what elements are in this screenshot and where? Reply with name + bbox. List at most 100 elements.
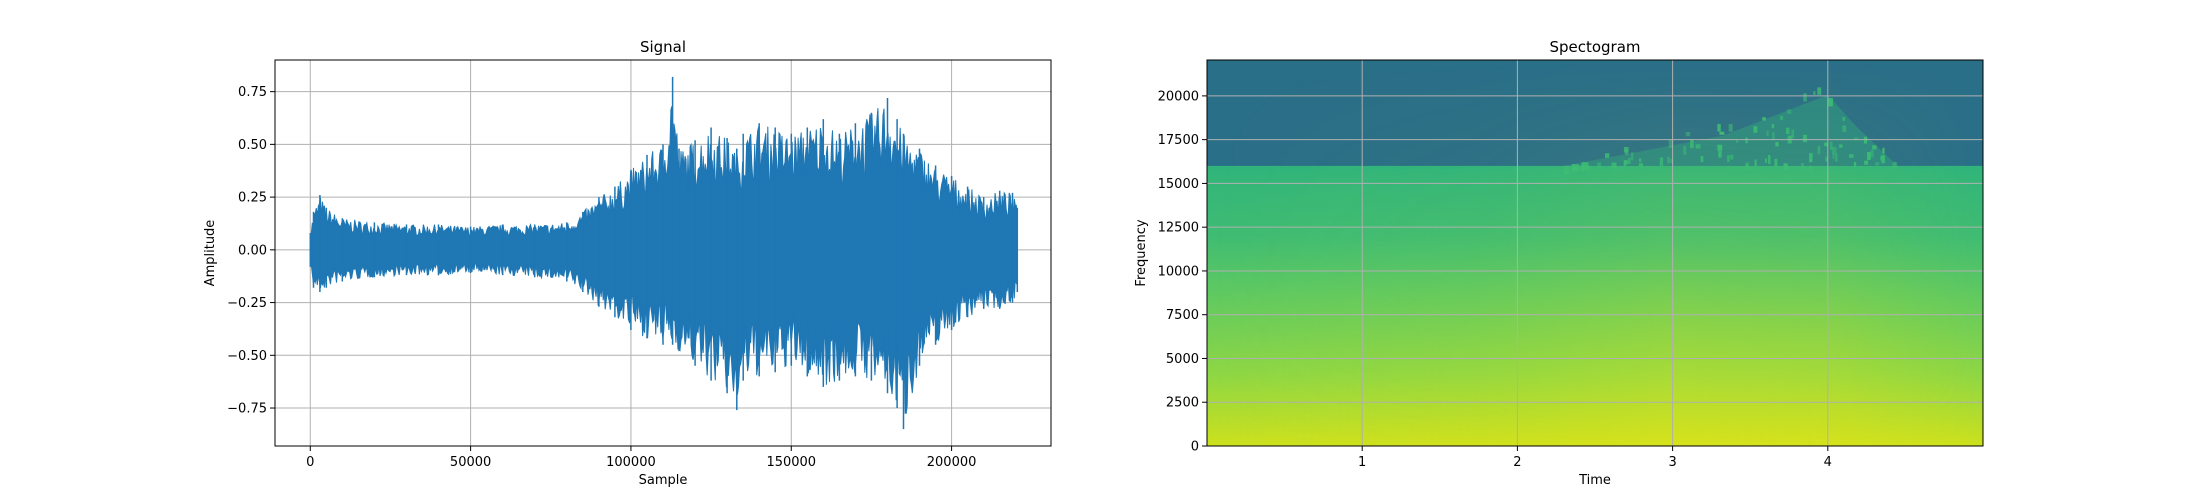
spectogram-burst-cell xyxy=(1753,126,1758,133)
spectogram-burst-cell xyxy=(1571,164,1575,172)
y-tick-label: −0.50 xyxy=(227,349,267,364)
spectogram-burst-cell xyxy=(1659,157,1664,167)
y-tick-label: −0.25 xyxy=(227,296,267,311)
spectogram-burst-cell xyxy=(1787,109,1792,114)
spectogram-burst-cell xyxy=(1754,159,1757,167)
spectogram-grid xyxy=(1207,60,1983,447)
spectogram-burst-cell xyxy=(1624,160,1628,165)
y-tick-label: 0.50 xyxy=(238,138,267,153)
spectogram-burst-cell xyxy=(1575,165,1580,169)
spectogram-burst-cell xyxy=(1638,163,1643,168)
spectogram-burst-cell xyxy=(1611,162,1617,169)
x-tick-label: 3 xyxy=(1668,455,1676,470)
signal-axes-frame xyxy=(274,59,1052,447)
x-tick-label: 4 xyxy=(1824,455,1832,470)
spectogram-burst-cell xyxy=(1669,158,1674,163)
spectogram-burst-cell xyxy=(1872,145,1877,150)
signal-title: Signal xyxy=(640,38,686,56)
spectogram-xlabel: Time xyxy=(1578,473,1611,488)
spectogram-burst-cell xyxy=(1849,154,1854,158)
y-tick-label: 5000 xyxy=(1166,352,1199,367)
spectogram-burst-cell xyxy=(1639,158,1642,162)
spectogram-burst-cell xyxy=(1831,146,1837,155)
spectogram-burst-cell xyxy=(1882,147,1885,154)
spectogram-burst-cell xyxy=(1829,141,1833,150)
spectogram-burst-cell xyxy=(1597,162,1602,169)
spectogram-burst-cell xyxy=(1586,165,1591,171)
signal-x-ticks: 0 50000 100000 150000 200000 xyxy=(306,446,976,470)
spectogram-burst-cell xyxy=(1828,98,1833,107)
spectogram-burst-cell xyxy=(1791,129,1795,139)
spectogram-burst-cell xyxy=(1668,139,1674,148)
spectogram-burst-cell xyxy=(1564,165,1568,172)
x-tick-label: 150000 xyxy=(766,455,816,470)
spectogram-burst-cell xyxy=(1581,164,1584,172)
spectogram-burst-cell xyxy=(1775,142,1779,147)
spectogram-burst-cell xyxy=(1832,153,1835,160)
spectogram-burst-cell xyxy=(1803,93,1807,102)
spectogram-burst-cell xyxy=(1881,154,1885,164)
spectogram-x-ticks: 1 2 3 4 xyxy=(1358,446,1832,470)
y-tick-label: 0 xyxy=(1191,440,1199,455)
spectogram-burst-cell xyxy=(1771,123,1775,129)
x-tick-label: 2 xyxy=(1513,455,1521,470)
spectogram-burst-cell xyxy=(1892,162,1898,170)
spectogram-burst-cell xyxy=(1764,158,1767,163)
spectogram-burst-cell xyxy=(1605,153,1610,158)
spectogram-burst-cell xyxy=(1623,147,1629,153)
spectogram-burst-cell xyxy=(1825,156,1829,162)
spectogram-panel: 1 2 3 4 0 2500 5000 7500 10000 12500 15000 17500 20… xyxy=(1134,38,1984,488)
spectogram-burst-cell xyxy=(1779,115,1784,120)
signal-waveform xyxy=(309,106,1018,414)
spectogram-burst-cell xyxy=(1786,127,1790,135)
spectogram-burst-cell xyxy=(1809,153,1813,163)
spectogram-burst-cell xyxy=(1766,130,1769,136)
signal-panel: 0 50000 100000 150000 200000 −0.75 −0.50 −0.25… xyxy=(203,38,1052,488)
spectogram-burst-cell xyxy=(1813,91,1816,95)
y-tick-label: −0.75 xyxy=(227,402,267,417)
spectogram-burst-cell xyxy=(1735,139,1739,143)
spectogram-burst-cell xyxy=(1728,124,1733,132)
spectogram-burst xyxy=(1563,87,1898,175)
y-tick-label: 7500 xyxy=(1166,308,1199,323)
x-tick-label: 1 xyxy=(1358,455,1366,470)
spectogram-burst-cell xyxy=(1864,160,1869,165)
spectogram-burst-cell xyxy=(1772,132,1775,141)
y-tick-label: 2500 xyxy=(1166,396,1199,411)
spectogram-burst-cell xyxy=(1729,154,1734,160)
y-tick-label: 0.25 xyxy=(238,191,267,206)
spectogram-burst-cell xyxy=(1817,87,1822,95)
y-tick-label: 17500 xyxy=(1158,133,1199,148)
spectogram-burst-cell xyxy=(1631,152,1634,161)
spectogram-ylabel: Frequency xyxy=(1134,219,1149,286)
spectogram-burst-cell xyxy=(1768,155,1771,164)
spectogram-burst-cell xyxy=(1717,144,1723,151)
spectogram-burst-cell xyxy=(1745,162,1749,171)
spectogram-burst-cell xyxy=(1842,125,1847,132)
spectogram-title: Spectogram xyxy=(1549,38,1640,56)
x-tick-label: 50000 xyxy=(450,455,491,470)
spectogram-burst-cell xyxy=(1808,165,1813,172)
signal-waveform-lines xyxy=(309,76,1019,430)
spectogram-energy-highlight xyxy=(1207,60,1983,446)
spectogram-burst-cell xyxy=(1584,162,1589,169)
x-tick-label: 200000 xyxy=(927,455,977,470)
spectogram-burst-cell xyxy=(1718,151,1722,158)
spectogram-burst-cell xyxy=(1667,156,1670,164)
spectogram-burst-cell xyxy=(1745,137,1748,144)
signal-ylabel: Amplitude xyxy=(203,220,218,287)
spectogram-burst-cell xyxy=(1719,131,1725,135)
y-tick-label: 10000 xyxy=(1158,264,1199,279)
spectogram-burst-cell xyxy=(1628,157,1631,165)
y-tick-label: 20000 xyxy=(1158,89,1199,104)
signal-y-ticks: −0.75 −0.50 −0.25 0.00 0.25 0.50 0.75 xyxy=(227,85,275,417)
spectogram-burst-cell xyxy=(1817,146,1821,155)
spectogram-burst-cell xyxy=(1853,137,1859,141)
x-tick-label: 100000 xyxy=(606,455,656,470)
spectogram-burst-cell xyxy=(1824,142,1828,147)
y-tick-label: 12500 xyxy=(1158,221,1199,236)
spectogram-burst-cell xyxy=(1623,160,1626,167)
y-tick-label: 15000 xyxy=(1158,177,1199,192)
signal-xlabel: Sample xyxy=(639,473,688,488)
